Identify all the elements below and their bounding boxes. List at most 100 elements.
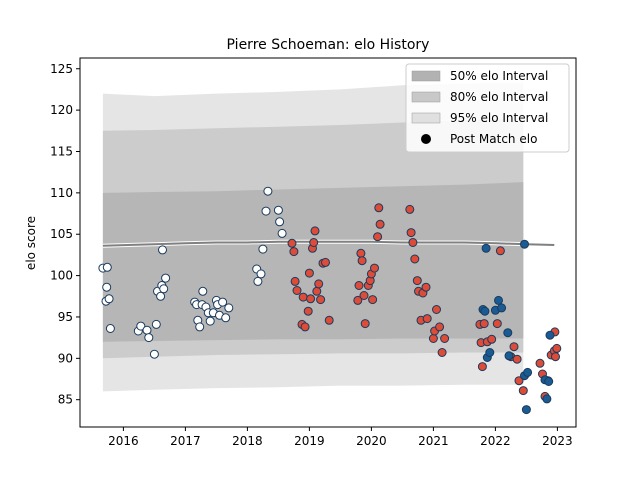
y-axis: 85 90 95 100 105 110 115 120 125 bbox=[50, 62, 80, 407]
data-point bbox=[370, 263, 379, 273]
data-point bbox=[421, 282, 431, 292]
plot-frame bbox=[79, 57, 577, 428]
data-point bbox=[503, 328, 513, 338]
legend-swatch bbox=[411, 112, 441, 124]
data-point bbox=[159, 284, 169, 294]
data-point bbox=[480, 306, 490, 316]
data-point bbox=[520, 239, 529, 249]
data-point bbox=[544, 377, 554, 386]
mean-line bbox=[102, 240, 555, 247]
data-point bbox=[356, 248, 366, 258]
data-point bbox=[287, 238, 297, 248]
data-point bbox=[360, 319, 370, 329]
data-point bbox=[205, 316, 215, 326]
legend-label: 95% elo Interval bbox=[450, 111, 548, 125]
chart-title: Pierre Schoeman: elo History bbox=[227, 37, 430, 53]
y-tick-label: 115 bbox=[50, 144, 73, 158]
data-point bbox=[408, 238, 418, 247]
x-tick-label: 2020 bbox=[356, 434, 387, 448]
data-point bbox=[273, 205, 283, 215]
data-point bbox=[479, 319, 489, 329]
data-point bbox=[487, 334, 497, 344]
data-point bbox=[312, 286, 322, 296]
data-point bbox=[195, 322, 205, 332]
legend-label: Post Match elo bbox=[450, 132, 537, 146]
data-point bbox=[316, 295, 326, 305]
data-point bbox=[497, 303, 507, 313]
mean-elo-line bbox=[102, 239, 555, 248]
y-tick-label: 105 bbox=[50, 227, 73, 241]
legend: 50% elo Interval 80% elo Interval 95% elo … bbox=[405, 63, 570, 153]
data-point bbox=[292, 286, 302, 295]
data-point bbox=[158, 245, 167, 255]
data-point bbox=[263, 186, 273, 196]
data-point bbox=[412, 276, 422, 286]
y-tick-label: 90 bbox=[58, 351, 73, 365]
data-point bbox=[373, 232, 383, 242]
x-tick-label: 2021 bbox=[418, 434, 449, 448]
data-point bbox=[290, 276, 300, 286]
data-point bbox=[142, 325, 152, 335]
data-point bbox=[512, 354, 522, 364]
data-point bbox=[256, 269, 266, 279]
legend-swatch bbox=[411, 70, 441, 82]
data-point bbox=[306, 294, 316, 304]
y-tick-label: 95 bbox=[58, 310, 73, 324]
y-tick-label: 120 bbox=[50, 103, 73, 117]
data-point bbox=[552, 343, 562, 353]
data-point bbox=[542, 394, 552, 404]
data-point bbox=[324, 315, 334, 325]
y-tick-label: 100 bbox=[50, 269, 73, 283]
data-point bbox=[551, 352, 560, 362]
data-point bbox=[492, 319, 502, 329]
x-tick-label: 2016 bbox=[108, 434, 139, 448]
data-point bbox=[321, 257, 330, 267]
data-point bbox=[514, 376, 524, 386]
data-point bbox=[289, 247, 299, 257]
data-point bbox=[521, 405, 531, 415]
data-point bbox=[102, 282, 112, 292]
y-axis-label: elo score bbox=[24, 216, 38, 270]
x-tick-label: 2022 bbox=[480, 434, 511, 448]
data-point bbox=[310, 226, 320, 236]
data-point bbox=[261, 206, 271, 216]
data-point bbox=[518, 386, 528, 396]
x-tick-label: 2019 bbox=[294, 434, 325, 448]
data-point bbox=[354, 281, 364, 290]
data-point bbox=[304, 268, 314, 278]
data-point bbox=[198, 286, 208, 296]
data-point bbox=[136, 321, 146, 331]
x-tick-label: 2023 bbox=[542, 434, 573, 448]
band-50-interval bbox=[102, 182, 524, 342]
data-point bbox=[535, 358, 545, 368]
data-point bbox=[375, 219, 385, 229]
data-point bbox=[303, 306, 313, 316]
data-point bbox=[298, 292, 308, 302]
data-point bbox=[221, 313, 231, 323]
legend-label: 80% elo Interval bbox=[450, 90, 548, 104]
data-point bbox=[422, 314, 432, 324]
data-point bbox=[218, 297, 228, 307]
data-point bbox=[144, 333, 154, 343]
x-tick-label: 2018 bbox=[232, 434, 263, 448]
data-point bbox=[428, 334, 438, 343]
data-point bbox=[523, 367, 533, 377]
data-point bbox=[545, 330, 555, 340]
data-point bbox=[105, 324, 115, 333]
data-point bbox=[410, 254, 420, 264]
data-point bbox=[300, 322, 310, 332]
legend-swatch bbox=[411, 91, 441, 103]
x-axis: 2016 2017 2018 2019 2020 2021 2022 2023 bbox=[108, 427, 573, 448]
data-point bbox=[437, 348, 447, 357]
data-point bbox=[104, 294, 114, 304]
data-point bbox=[494, 295, 503, 305]
data-point bbox=[253, 276, 263, 286]
data-point bbox=[357, 256, 367, 266]
data-point bbox=[156, 291, 166, 301]
data-point bbox=[374, 203, 384, 213]
data-point bbox=[258, 244, 268, 254]
data-point bbox=[161, 273, 171, 283]
data-point bbox=[224, 303, 234, 313]
